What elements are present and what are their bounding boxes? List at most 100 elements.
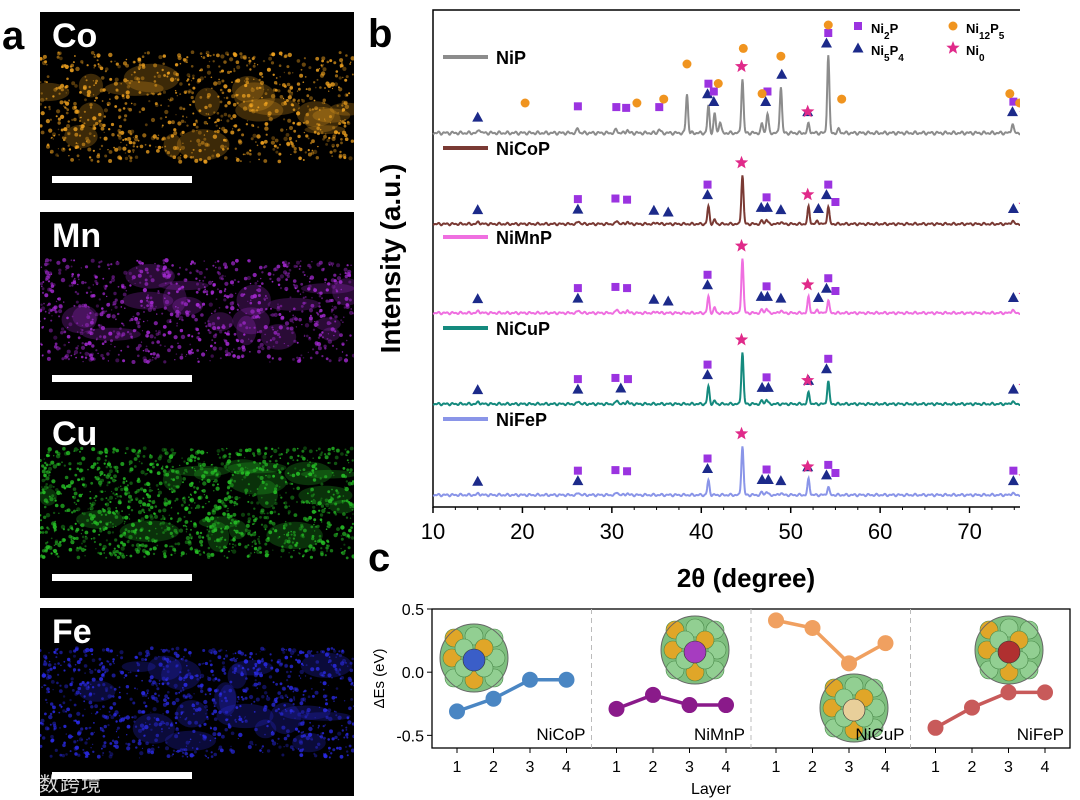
map-speck [110,715,115,720]
map-speck [323,453,327,456]
map-speck [245,80,249,85]
map-speck [331,344,335,347]
map-speck [53,663,57,666]
map-speck [145,722,147,724]
map-speck [64,136,67,139]
map-speck [293,697,296,700]
map-speck [129,284,132,287]
map-speck [82,484,85,486]
map-speck [41,486,43,488]
map-speck [112,478,116,483]
map-speck [141,330,144,332]
map-speck [232,512,237,517]
map-speck [185,268,188,271]
map-speck [81,512,84,514]
map-speck [329,549,334,553]
map-speck [261,747,263,749]
map-speck [202,290,206,294]
map-speck [149,304,154,309]
map-speck [64,684,69,689]
map-speck [343,124,347,128]
map-speck [68,99,70,101]
map-speck [302,720,305,722]
map-speck [298,268,301,270]
map-speck [190,507,193,509]
map-speck [331,155,334,158]
map-speck [339,677,342,680]
map-speck [141,657,145,662]
map-speck [45,470,50,475]
map-speck [300,68,303,71]
map-speck [211,698,216,702]
map-speck [111,314,116,319]
map-speck [169,77,175,82]
map-speck [221,667,226,673]
map-speck [338,653,343,658]
map-speck [287,512,290,515]
map-speck [292,537,295,540]
map-speck [51,315,53,317]
map-speck [226,147,230,150]
map-speck [306,94,310,98]
map-speck [170,517,173,520]
map-speck [340,547,342,550]
map-speck [344,549,346,552]
map-speck [243,333,246,336]
map-speck [155,332,159,336]
map-speck [255,653,257,655]
map-speck [204,704,208,709]
map-speck [67,89,69,91]
map-speck [122,139,125,141]
map-speck [287,510,291,514]
lattice-atom [977,640,997,660]
map-speck [277,537,280,539]
map-speck [178,675,181,678]
map-speck [350,61,352,63]
map-speck [299,753,304,757]
map-speck [163,657,167,660]
map-speck [126,746,131,751]
map-speck [89,692,93,696]
map-speck [166,71,170,75]
map-speck [175,72,179,77]
map-speck [125,715,130,720]
map-speck [93,328,95,331]
map-speck [132,141,136,145]
map-speck [91,712,93,714]
map-cluster [300,712,351,721]
map-speck [302,121,305,124]
map-speck [328,461,331,464]
map-speck [74,290,78,294]
map-speck [250,299,252,301]
map-speck [204,516,210,521]
map-speck [245,523,250,528]
map-speck [63,301,65,303]
map-speck [206,130,209,133]
map-speck [182,694,188,699]
map-speck [74,132,79,137]
map-speck [184,468,188,472]
map-speck [195,290,199,294]
map-speck [122,542,126,547]
map-speck [204,76,207,78]
map-speck [286,141,291,146]
map-speck [205,52,208,55]
map-speck [253,493,257,497]
map-speck [213,470,216,473]
map-speck [336,746,339,750]
map-speck [102,544,107,550]
map-speck [249,282,252,285]
map-speck [122,107,126,110]
map-speck [57,662,60,665]
map-speck [266,695,269,697]
map-speck [244,696,248,700]
map-speck [271,702,276,707]
map-speck [128,518,131,520]
map-speck [92,116,97,121]
map-speck [145,504,149,507]
map-speck [177,732,180,735]
map-speck [269,520,272,522]
map-speck [58,512,60,514]
map-speck [108,128,111,131]
map-speck [215,298,218,300]
